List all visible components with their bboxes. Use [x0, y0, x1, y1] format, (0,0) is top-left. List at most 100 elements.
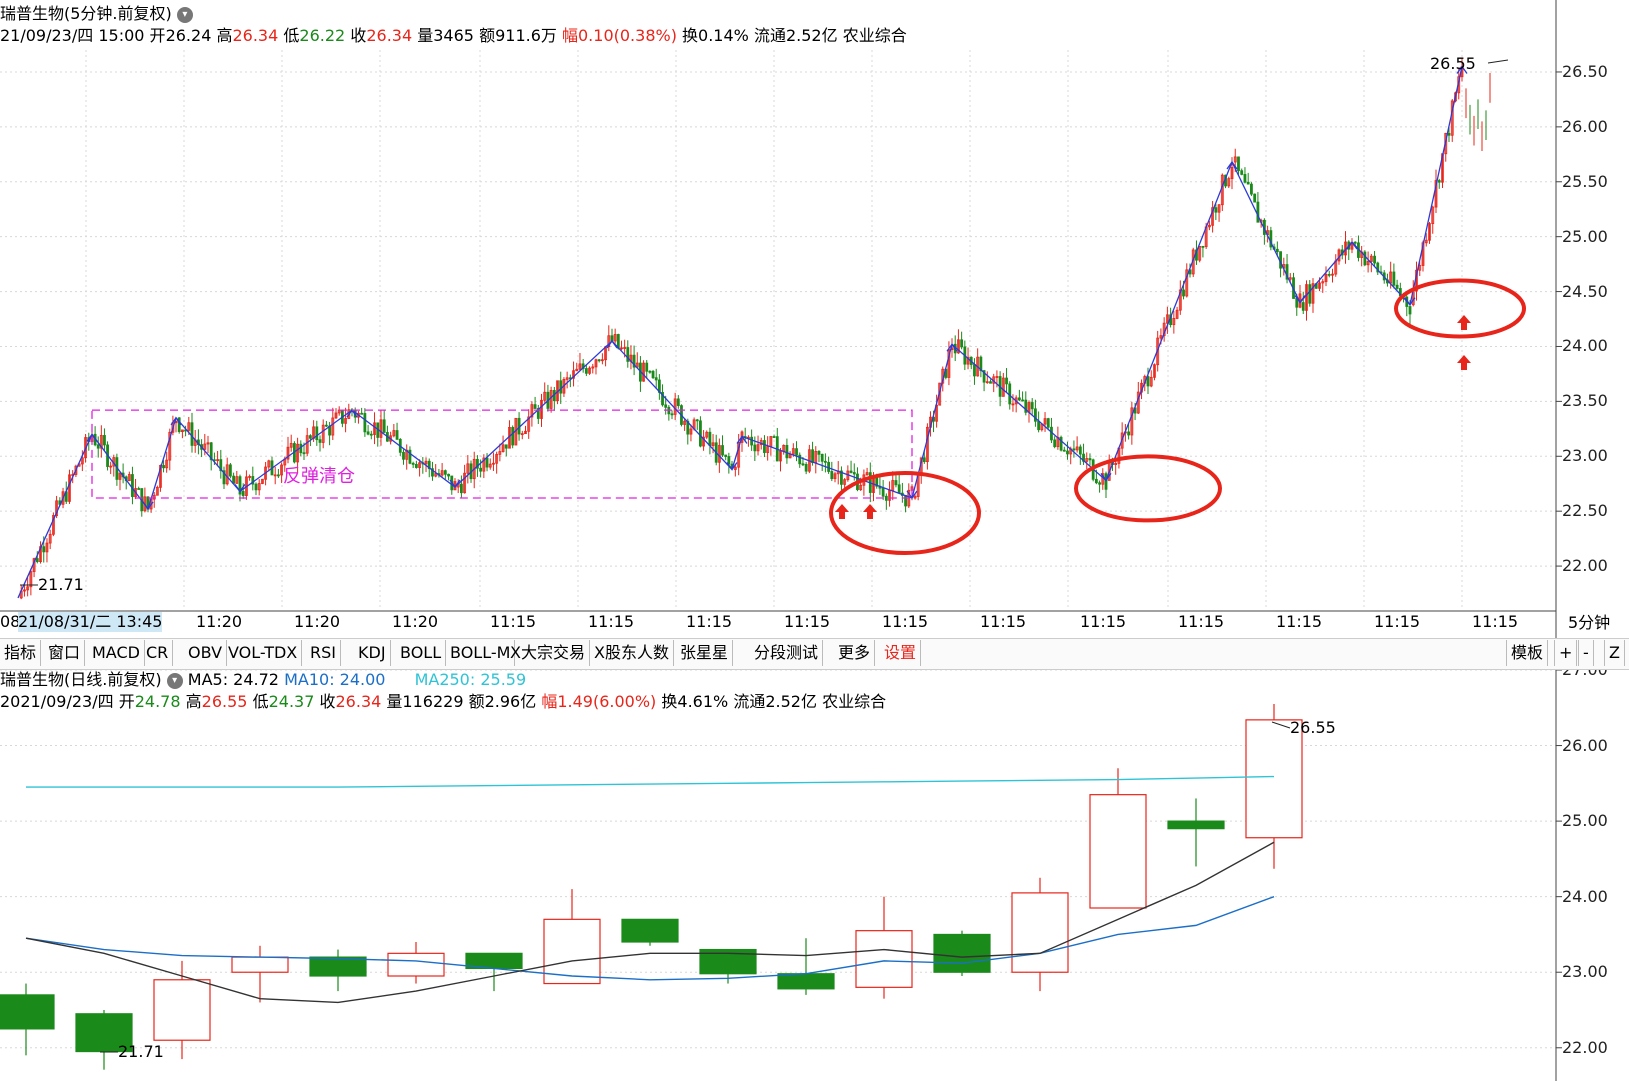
y-tick-label: 26.00: [1562, 116, 1608, 136]
toolbar-item-3[interactable]: CR: [142, 640, 174, 666]
intraday-candle-body: [55, 500, 59, 516]
intraday-candle-body: [1172, 317, 1176, 326]
toolbar-item-2[interactable]: MACD: [88, 640, 145, 666]
intraday-candle-body: [162, 465, 165, 469]
zigzag-arrowhead: [726, 462, 738, 471]
intraday-candle-body: [1088, 458, 1092, 461]
ma5-label: MA5: 24.72: [187, 670, 279, 689]
intraday-candle-body: [1454, 92, 1457, 102]
daily-info-datetime: 2021/09/23/四: [0, 692, 114, 711]
zigzag-arrowhead: [1346, 241, 1358, 250]
daily-open-label: 开: [118, 692, 135, 711]
intraday-candle-body: [632, 354, 636, 368]
intraday-candle-body: [1392, 271, 1396, 286]
toolbar-item-9[interactable]: BOLL-M: [446, 640, 516, 666]
intraday-candle-body: [904, 495, 907, 507]
intraday-candle-body: [501, 444, 505, 452]
intraday-candle-body: [995, 376, 999, 378]
intraday-candle-body: [251, 476, 255, 485]
intraday-candle-body: [1408, 306, 1412, 315]
intraday-candle-body: [645, 362, 649, 372]
y-tick-label: 22.00: [1562, 556, 1608, 576]
intraday-candle-body: [235, 476, 239, 484]
intraday-candle-body: [859, 484, 863, 491]
x-tick-label: 11:15: [1178, 612, 1225, 631]
intraday-candle-body: [318, 439, 322, 443]
toolbar-right-0[interactable]: 模板: [1506, 640, 1549, 666]
intraday-candle-body: [1324, 273, 1328, 283]
toolbar-right-1[interactable]: +: [1554, 640, 1578, 666]
intraday-candle-body: [1021, 399, 1024, 402]
x-tick-label: 11:15: [1276, 612, 1323, 631]
intraday-candle-body: [670, 413, 674, 416]
toolbar-item-14[interactable]: 更多: [834, 640, 876, 666]
intraday-candle-body: [763, 440, 766, 453]
daily-candle-body: [1245, 719, 1303, 839]
intraday-candle-body: [1311, 283, 1315, 304]
info-low-label: 低: [283, 26, 300, 45]
toolbar-right-3[interactable]: Z: [1604, 640, 1625, 666]
period-label[interactable]: 5分钟: [1568, 613, 1611, 632]
intraday-candle-body: [363, 413, 367, 433]
intraday-candle-body: [1127, 431, 1131, 436]
x-axis-time-row: 08 21/08/31/二 13:45 11:20 11:20 11:20 11:15 11…: [0, 612, 1556, 636]
daily-candle-body: [231, 956, 289, 973]
daily-float: 流通2.52亿: [733, 692, 817, 711]
toolbar-item-0[interactable]: 指标: [0, 640, 42, 666]
ma10-line: [25, 896, 1275, 981]
toolbar-item-8[interactable]: BOLL: [396, 640, 447, 666]
intraday-candle-body: [1034, 408, 1037, 422]
intraday-candle-body: [1046, 418, 1050, 428]
intraday-candle-body: [26, 586, 30, 591]
toolbar-item-6[interactable]: RSI: [306, 640, 341, 666]
intraday-candle-body: [600, 359, 604, 362]
intraday-candle-body: [1376, 262, 1380, 273]
info-amp-label: 幅: [561, 26, 578, 45]
toolbar-item-11[interactable]: X股东人数: [590, 640, 674, 666]
intraday-candle-body: [1424, 239, 1428, 244]
toolbar-item-15[interactable]: 设置: [880, 640, 922, 666]
intraday-candle-body: [109, 465, 113, 468]
toolbar-item-10[interactable]: X大宗交易: [506, 640, 590, 666]
daily-candle-body: [543, 918, 601, 985]
intraday-candle-body: [620, 347, 623, 350]
intraday-candle-body: [572, 370, 575, 379]
intraday-candle-body: [476, 458, 479, 469]
intraday-candle-body: [1237, 156, 1240, 172]
chevron-down-icon[interactable]: ▾: [176, 6, 193, 23]
intraday-candle-body: [661, 391, 664, 406]
info-low: 26.22: [299, 26, 346, 45]
toolbar-right-2[interactable]: -: [1578, 640, 1594, 666]
toolbar-item-1[interactable]: 窗口: [44, 640, 86, 666]
intraday-candle-body: [324, 424, 328, 427]
intraday-candle-body: [296, 443, 300, 463]
intraday-candle-body: [1437, 180, 1441, 183]
intraday-candle-body: [485, 457, 489, 468]
intraday-candle-body: [209, 442, 213, 461]
intraday-candle-body: [1305, 284, 1308, 311]
intraday-candle-body: [1201, 245, 1205, 248]
daily-y-tick-label: 22.00: [1562, 1037, 1608, 1057]
toolbar-item-7[interactable]: KDJ: [354, 640, 391, 666]
toolbar-item-13[interactable]: 分段测试: [750, 640, 824, 666]
intraday-candle-body: [613, 334, 617, 342]
intraday-candle-body: [1301, 302, 1305, 311]
toolbar-item-5[interactable]: VOL-TDX: [224, 640, 303, 666]
toolbar-item-4[interactable]: OBV: [184, 640, 228, 666]
daily-turnover: 换4.61%: [661, 692, 729, 711]
zigzag-trend-line: [17, 66, 1463, 599]
intraday-candle-body: [1053, 439, 1057, 448]
zigzag-arrowhead: [170, 416, 182, 426]
intraday-candle-body: [559, 380, 563, 394]
toolbar-item-12[interactable]: 张星星: [676, 640, 734, 666]
intraday-candle-body: [1428, 223, 1431, 241]
intraday-annotations: [17, 59, 1526, 599]
intraday-candle-body: [1243, 174, 1247, 183]
intraday-candle-body: [549, 390, 553, 409]
daily-candle-body: [1167, 820, 1225, 830]
intraday-candle-body: [382, 419, 386, 433]
chevron-down-icon[interactable]: ▾: [166, 672, 183, 689]
intraday-low-marker: 21.71: [38, 575, 84, 594]
intraday-candle-body: [1211, 207, 1215, 226]
